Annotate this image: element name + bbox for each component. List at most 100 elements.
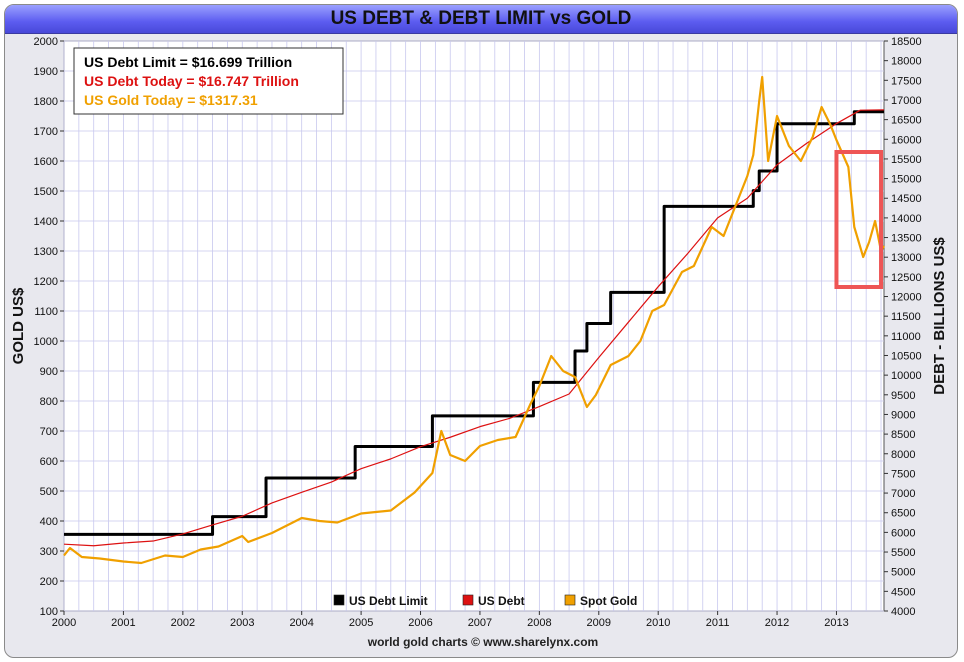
data-point	[181, 532, 184, 535]
data-point	[776, 163, 779, 166]
data-point	[868, 241, 871, 244]
data-point	[241, 535, 244, 538]
data-point	[835, 122, 838, 125]
data-point	[413, 491, 416, 494]
data-point	[80, 556, 83, 559]
series-line-us-debt-limit	[64, 110, 884, 536]
y-axis-label-right: DEBT - BILLIONS US$	[931, 237, 948, 395]
y-tick-label-right: 12000	[891, 292, 922, 304]
data-point	[627, 321, 630, 324]
x-tick-label: 2011	[706, 617, 730, 629]
credit-text: world gold charts © www.sharelynx.com	[367, 635, 598, 649]
data-point	[478, 425, 481, 428]
data-point	[609, 364, 612, 367]
y-tick-label-left: 300	[40, 546, 58, 558]
y-tick-label-right: 6000	[891, 527, 915, 539]
y-tick-label-left: 1900	[34, 66, 58, 78]
y-axis-label-left: GOLD US$	[10, 287, 27, 364]
y-tick-label-right: 17000	[891, 95, 922, 107]
data-point	[874, 220, 877, 223]
y-tick-label-right: 9500	[891, 390, 915, 402]
data-point	[805, 142, 808, 145]
data-point	[585, 406, 588, 409]
data-point	[657, 285, 660, 288]
data-point	[92, 544, 95, 547]
data-point	[389, 457, 392, 460]
data-point	[529, 403, 532, 406]
y-tick-label-right: 14000	[891, 213, 922, 225]
data-point	[752, 154, 755, 157]
y-tick-label-right: 9000	[891, 409, 915, 421]
data-point	[68, 547, 71, 550]
chart-title: US DEBT & DEBT LIMIT vs GOLD	[330, 8, 632, 29]
data-point	[550, 355, 553, 358]
legend-label: US Debt Limit	[349, 594, 428, 608]
y-tick-label-left: 200	[40, 576, 58, 588]
data-point	[63, 554, 66, 557]
data-point	[692, 265, 695, 268]
x-tick-label: 2003	[230, 617, 254, 629]
data-point	[241, 515, 244, 518]
data-point	[799, 160, 802, 163]
y-tick-label-left: 100	[40, 606, 58, 618]
y-tick-label-right: 12500	[891, 272, 922, 284]
y-tick-label-right: 17500	[891, 75, 922, 87]
data-point	[609, 291, 612, 294]
legend-swatch	[462, 594, 474, 606]
data-point	[883, 108, 886, 111]
y-tick-label-right: 8000	[891, 449, 915, 461]
data-point	[532, 381, 535, 384]
legend-label: US Debt	[478, 594, 525, 608]
legend-swatch	[333, 594, 345, 606]
y-tick-label-right: 13500	[891, 233, 922, 245]
data-point	[746, 175, 749, 178]
y-tick-label-right: 14500	[891, 193, 922, 205]
y-tick-label-right: 6500	[891, 508, 915, 520]
x-tick-label: 2010	[646, 617, 670, 629]
x-tick-label: 2001	[111, 617, 135, 629]
data-point	[181, 556, 184, 559]
data-point	[419, 445, 422, 448]
highlight-box	[834, 150, 884, 289]
x-axis: 2000 2001 2002 2003 2004 2005 2006 2007 2008 2009…	[52, 611, 849, 629]
legend-label: Spot Gold	[580, 594, 637, 608]
data-point	[478, 445, 481, 448]
data-point	[152, 540, 155, 543]
y-tick-label-left: 1000	[34, 336, 58, 348]
y-tick-label-right: 10000	[891, 370, 922, 382]
data-point	[862, 256, 865, 259]
series-line-us-debt	[63, 109, 885, 547]
data-point	[265, 476, 268, 479]
data-point	[787, 145, 790, 148]
data-point	[722, 235, 725, 238]
data-point	[627, 355, 630, 358]
data-point	[122, 560, 125, 563]
y-tick-label-left: 1100	[34, 306, 58, 318]
x-tick-label: 2006	[408, 617, 432, 629]
data-point	[758, 169, 761, 172]
data-point	[538, 385, 541, 388]
data-point	[835, 139, 838, 142]
data-point	[734, 205, 737, 208]
x-tick-label: 2008	[527, 617, 551, 629]
info-box: US Debt Limit = $16.699 Trillion US Debt …	[73, 47, 344, 115]
data-point	[767, 160, 770, 163]
data-point	[758, 100, 761, 103]
data-point	[574, 349, 577, 352]
data-point	[217, 545, 220, 548]
data-point	[199, 548, 202, 551]
plot-area	[63, 40, 885, 612]
x-tick-label: 2013	[824, 617, 848, 629]
data-point	[389, 509, 392, 512]
data-point	[440, 430, 443, 433]
data-point	[585, 322, 588, 325]
data-point	[354, 445, 357, 448]
data-point	[122, 541, 125, 544]
data-point	[449, 454, 452, 457]
series-line-spot-gold	[63, 75, 885, 565]
y-tick-label-left: 600	[40, 456, 58, 468]
data-point	[464, 460, 467, 463]
data-point	[761, 76, 764, 79]
y-tick-label-left: 1600	[34, 156, 58, 168]
